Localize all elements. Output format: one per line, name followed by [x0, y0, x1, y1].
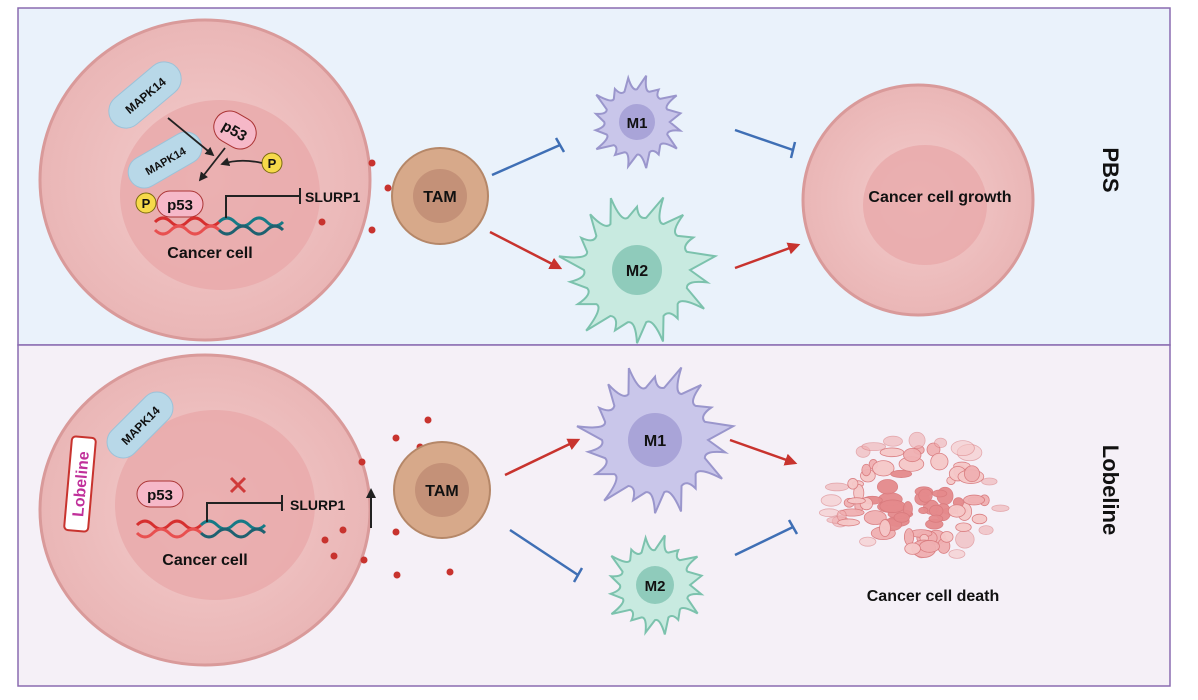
activation-arrow	[489, 230, 563, 270]
cancer-cell-growth: Cancer cell growth	[801, 83, 1035, 317]
inhibition-arrow	[491, 137, 566, 177]
mapk14-protein: MAPK14	[127, 131, 203, 189]
cell-debris	[847, 497, 866, 505]
phospho-p53: p53 P	[135, 190, 204, 218]
cancer-cell-pbs	[38, 18, 372, 342]
cancer-cell-label: Cancer cell	[167, 245, 252, 262]
cell-debris	[859, 536, 877, 547]
inhibition-line	[206, 495, 283, 522]
inhibition-arrow	[509, 528, 584, 583]
cell-debris	[950, 440, 975, 457]
cell-debris	[893, 512, 910, 523]
cell-debris	[919, 540, 940, 553]
tam-cell: TAM	[391, 147, 489, 245]
inhibition-line	[225, 188, 301, 218]
outcome-label: Cancer cell death	[867, 588, 1000, 605]
svg-text:TAM: TAM	[425, 483, 458, 500]
cell-debris	[955, 530, 975, 549]
svg-text:p53: p53	[147, 487, 173, 504]
cell-debris	[904, 542, 921, 555]
cell-debris	[947, 504, 966, 518]
svg-text:M2: M2	[626, 263, 648, 280]
cell-debris	[861, 442, 886, 452]
inhibition-arrow	[734, 128, 797, 159]
cell-debris	[908, 431, 926, 449]
cell-debris	[934, 437, 948, 449]
svg-text:Cancer cell growth: Cancer cell growth	[868, 189, 1011, 206]
mapk14-protein: MAPK14	[106, 391, 174, 459]
panel-label-pbs: PBS	[1098, 147, 1123, 192]
cancer-cell-death	[818, 431, 1010, 559]
cell-debris	[863, 510, 887, 525]
cell-debris	[928, 514, 944, 523]
phosphate: P	[261, 152, 283, 174]
svg-text:P: P	[268, 156, 277, 171]
svg-text:M1: M1	[627, 115, 648, 132]
m2-macrophage: M2	[607, 534, 705, 636]
inhibition-arrow	[734, 519, 799, 557]
cell-debris	[964, 465, 980, 483]
cell-debris	[890, 469, 913, 478]
mapk14-protein: MAPK14	[108, 61, 182, 129]
cell-debris	[963, 494, 985, 506]
slurp1-label: SLURP1	[305, 189, 360, 205]
cell-debris	[918, 506, 929, 514]
cell-debris	[872, 460, 895, 477]
cell-debris	[918, 488, 933, 503]
cell-debris	[940, 531, 954, 543]
cell-debris	[879, 447, 905, 458]
slurp1-label: SLURP1	[290, 497, 345, 513]
svg-text:p53: p53	[167, 197, 193, 214]
dna-helix	[135, 519, 267, 539]
m2-macrophage: M2	[558, 196, 719, 344]
m1-macrophage: M1	[592, 74, 684, 170]
dna-helix	[153, 216, 285, 236]
activation-arrow	[504, 438, 581, 477]
signal-arrows	[167, 117, 263, 182]
svg-text:P: P	[142, 196, 151, 211]
activation-arrow	[729, 438, 798, 466]
svg-text:Lobeline: Lobeline	[70, 451, 93, 518]
cell-debris	[955, 522, 972, 532]
cell-debris	[861, 463, 872, 477]
cell-debris	[883, 435, 903, 447]
cancer-cell-label: Cancer cell	[162, 552, 247, 569]
cell-debris	[930, 452, 949, 471]
m1-macrophage: M1	[576, 366, 737, 514]
cell-debris	[879, 519, 891, 537]
lobeline-drug: Lobeline	[63, 435, 97, 533]
cell-debris	[932, 489, 948, 498]
panel-label-lobeline: Lobeline	[1098, 445, 1123, 535]
svg-text:M1: M1	[644, 433, 666, 450]
p53-protein: p53	[136, 480, 184, 508]
cell-debris	[978, 525, 994, 536]
cell-debris	[991, 504, 1010, 512]
svg-text:M2: M2	[645, 578, 666, 595]
p53-protein: p53	[213, 110, 257, 150]
activation-arrow	[734, 242, 801, 270]
cell-debris	[981, 477, 998, 486]
secreted-dots	[318, 159, 392, 234]
cell-debris	[820, 494, 842, 507]
secreted-dots	[321, 416, 454, 579]
cell-debris	[948, 549, 966, 559]
cell-debris	[971, 513, 988, 525]
tam-cell: TAM	[393, 441, 491, 539]
cell-debris	[879, 499, 906, 513]
cell-debris	[876, 479, 899, 495]
cell-debris	[837, 518, 860, 527]
cell-debris	[818, 508, 840, 518]
cell-debris	[847, 478, 859, 490]
cell-debris	[903, 447, 922, 463]
cell-debris	[824, 482, 849, 492]
blocked-x-icon	[229, 476, 247, 494]
svg-text:TAM: TAM	[423, 189, 456, 206]
